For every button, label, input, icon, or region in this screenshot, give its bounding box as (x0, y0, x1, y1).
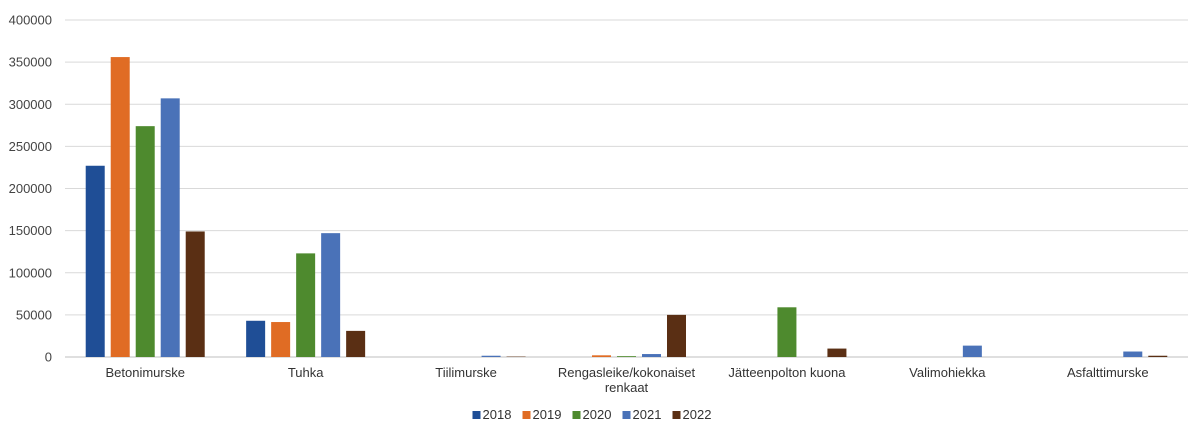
y-tick-label: 100000 (9, 265, 52, 280)
bar-2021-6 (962, 345, 982, 357)
bar-2022-7 (1148, 355, 1168, 357)
bar-2018-2 (246, 320, 266, 357)
legend-swatch (672, 411, 681, 419)
y-tick-label: 250000 (9, 139, 52, 154)
y-tick-label: 150000 (9, 223, 52, 238)
bar-2019-2 (271, 322, 291, 357)
bar-2018-1 (85, 165, 105, 357)
legend-label: 2018 (483, 407, 512, 422)
x-category-label: Betonimurske (105, 365, 184, 380)
legend-swatch (572, 411, 581, 419)
legend-swatch (472, 411, 481, 419)
x-category-label: Asfalttimurske (1067, 365, 1149, 380)
bar-2021-2 (321, 233, 341, 357)
legend-label: 2020 (583, 407, 612, 422)
x-category-label: Valimohiekka (909, 365, 986, 380)
bar-2019-4 (592, 355, 611, 357)
x-category-label: Tuhka (288, 365, 324, 380)
bar-2020-1 (135, 126, 155, 357)
bar-2021-1 (160, 98, 180, 357)
legend-label: 2019 (533, 407, 562, 422)
gridlines (65, 19, 1188, 358)
legend-item-2021: 2021 (622, 407, 662, 422)
y-tick-label: 200000 (9, 181, 52, 196)
y-tick-label: 0 (45, 350, 52, 365)
bar-2022-2 (346, 330, 366, 357)
legend-swatch (522, 411, 531, 419)
legend-item-2019: 2019 (522, 407, 562, 422)
y-tick-label: 350000 (9, 55, 52, 70)
legend-item-2020: 2020 (572, 407, 612, 422)
x-axis-category-labels: Betonimurske Tuhka Tiilimurske Rengasleike/… (105, 365, 1148, 395)
bar-2022-1 (185, 231, 205, 357)
legend-swatch (622, 411, 631, 419)
bar-2021-7 (1123, 351, 1143, 357)
y-axis-tick-labels: 0 50000 100000 150000 200000 250000 300000 3500… (9, 13, 52, 365)
y-tick-label: 300000 (9, 97, 52, 112)
bar-2019-1 (110, 57, 130, 357)
bar-2021-3 (481, 355, 501, 357)
bar-2022-4 (667, 314, 686, 357)
x-category-label: Rengasleike/kokonaiset renkaat (558, 365, 696, 395)
bar-2020-2 (296, 253, 316, 357)
legend-item-2018: 2018 (472, 407, 512, 422)
legend: 2018 2019 2020 2021 2022 (472, 407, 712, 422)
bar-2022-5 (827, 348, 847, 357)
bar-2020-5 (777, 307, 797, 357)
legend-item-2022: 2022 (672, 407, 712, 422)
y-tick-label: 50000 (16, 307, 52, 322)
y-tick-label: 400000 (9, 13, 52, 28)
x-category-label: Tiilimurske (435, 365, 497, 380)
legend-label: 2021 (633, 407, 662, 422)
x-category-label: Jätteenpolton kuona (728, 365, 846, 380)
bar-2021-4 (642, 354, 661, 357)
legend-label: 2022 (683, 407, 712, 422)
bars (85, 57, 1168, 357)
bar-2020-4 (617, 356, 636, 357)
